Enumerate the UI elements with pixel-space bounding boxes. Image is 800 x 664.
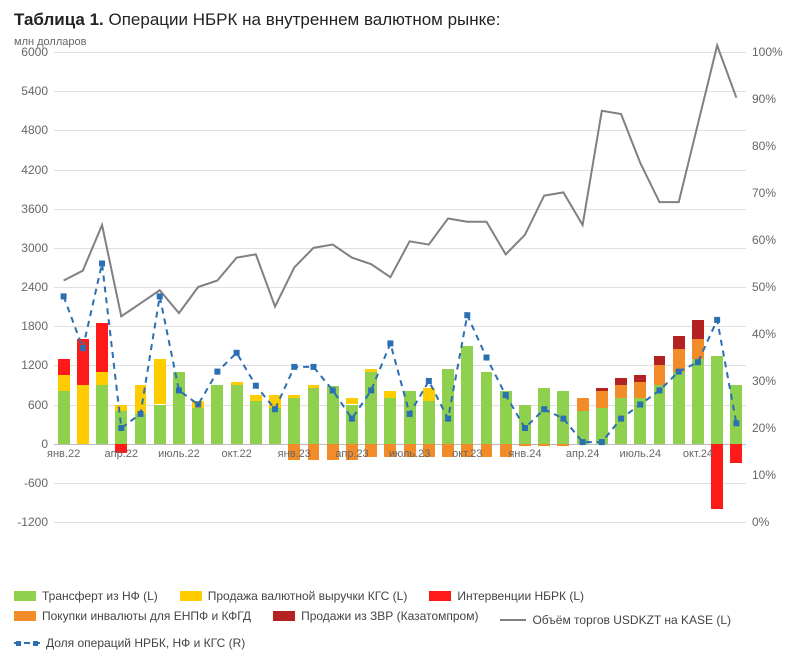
share-marker [272,406,278,412]
share-marker [99,261,105,267]
title-bold: Таблица 1. [14,10,104,29]
legend-label: Покупки инвалюты для ЕНПФ и КФГД [42,609,251,623]
share-marker [234,350,240,356]
ytick-right: 60% [752,233,792,247]
share-marker [484,355,490,361]
share-marker [445,416,451,422]
ytick-left: 3000 [8,241,48,255]
share-marker [560,416,566,422]
share-marker [311,364,317,370]
share-marker [464,312,470,318]
share-marker [368,387,374,393]
share-marker [657,387,663,393]
share-marker [426,378,432,384]
share-marker [522,425,528,431]
ytick-right: 80% [752,139,792,153]
ytick-left: 600 [8,398,48,412]
legend-label: Продажа валютной выручки КГС (L) [208,589,408,603]
share-marker [714,317,720,323]
ytick-left: -600 [8,476,48,490]
ytick-left: 5400 [8,84,48,98]
legend: Трансферт из НФ (L) Продажа валютной выру… [14,589,786,656]
legend-item: Продажи из ЗВР (Казатомпром) [273,609,478,623]
share-marker [637,402,643,408]
legend-label: Продажи из ЗВР (Казатомпром) [301,609,478,623]
ytick-left: 0 [8,437,48,451]
ytick-right: 0% [752,515,792,529]
ytick-left: 1200 [8,358,48,372]
legend-label: Объём торгов USDKZT на KASE (L) [532,613,731,627]
y-left-label: млн долларов [14,36,786,48]
share-marker [253,383,259,389]
ytick-left: 4200 [8,163,48,177]
share-marker [118,425,124,431]
share-marker [291,364,297,370]
ytick-left: 1800 [8,319,48,333]
title-rest: Операции НБРК на внутреннем валютном рын… [104,10,501,29]
legend-label: Доля операций НРБК, НФ и КГС (R) [46,636,245,650]
legend-item: Доля операций НРБК, НФ и КГС (R) [14,636,245,650]
share-line [64,264,737,443]
share-marker [214,369,220,375]
volume-line [64,45,737,316]
legend-item: Интервенции НБРК (L) [429,589,584,603]
share-marker [676,369,682,375]
share-marker [695,359,701,365]
legend-item: Продажа валютной выручки КГС (L) [180,589,408,603]
share-marker [157,293,163,299]
share-marker [503,392,509,398]
share-marker [330,387,336,393]
ytick-right: 20% [752,421,792,435]
share-marker [541,406,547,412]
legend-item: Объём торгов USDKZT на KASE (L) [500,613,731,627]
share-marker [599,439,605,445]
share-marker [80,345,86,351]
ytick-right: 100% [752,45,792,59]
share-marker [195,402,201,408]
share-marker [407,411,413,417]
share-marker [733,420,739,426]
legend-label: Интервенции НБРК (L) [457,589,584,603]
ytick-right: 50% [752,280,792,294]
ytick-right: 40% [752,327,792,341]
share-marker [618,416,624,422]
share-marker [61,293,67,299]
share-marker [580,439,586,445]
ytick-left: -1200 [8,515,48,529]
legend-item: Покупки инвалюты для ЕНПФ и КФГД [14,609,251,623]
ytick-right: 10% [752,468,792,482]
legend-item: Трансферт из НФ (L) [14,589,158,603]
ytick-right: 30% [752,374,792,388]
ytick-left: 3600 [8,202,48,216]
ytick-right: 90% [752,92,792,106]
ytick-left: 2400 [8,280,48,294]
chart-title: Таблица 1. Операции НБРК на внутреннем в… [14,10,786,30]
share-marker [349,416,355,422]
ytick-left: 6000 [8,45,48,59]
ytick-right: 70% [752,186,792,200]
share-marker [387,340,393,346]
ytick-left: 4800 [8,123,48,137]
share-marker [176,387,182,393]
chart-plot: -1200-6000600120018002400300036004200480… [14,52,786,522]
legend-label: Трансферт из НФ (L) [42,589,158,603]
share-marker [138,411,144,417]
